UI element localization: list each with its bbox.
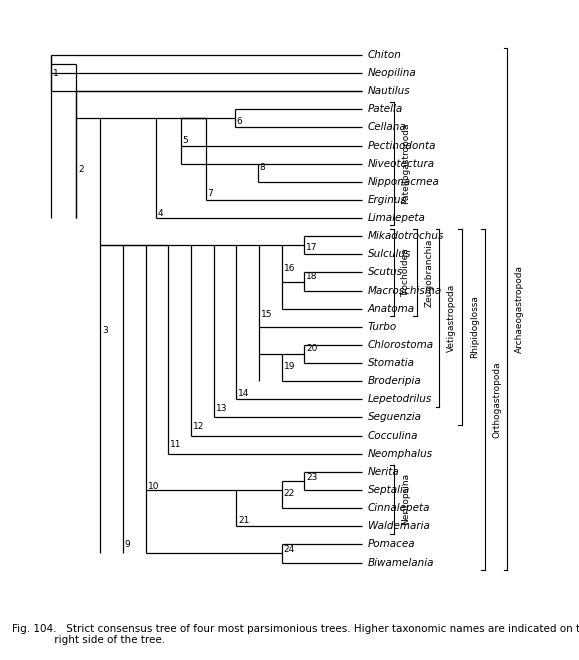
Text: Rhipidoglossa: Rhipidoglossa xyxy=(470,296,479,358)
Text: Trochoidea: Trochoidea xyxy=(402,248,411,297)
Text: Cinnalepeta: Cinnalepeta xyxy=(368,503,430,513)
Text: 14: 14 xyxy=(238,389,250,399)
Text: Chlorostoma: Chlorostoma xyxy=(368,340,434,350)
Text: Neomphalus: Neomphalus xyxy=(368,449,433,459)
Text: Neritopsina: Neritopsina xyxy=(402,473,411,525)
Text: Niveotectura: Niveotectura xyxy=(368,158,435,169)
Text: 15: 15 xyxy=(261,310,272,319)
Text: Orthogastropoda: Orthogastropoda xyxy=(492,361,501,438)
Text: Nipponacmea: Nipponacmea xyxy=(368,177,439,187)
Text: 7: 7 xyxy=(207,189,213,198)
Text: 4: 4 xyxy=(157,209,163,218)
Text: 18: 18 xyxy=(306,271,318,280)
Text: Cellana: Cellana xyxy=(368,122,406,133)
Text: 19: 19 xyxy=(284,362,295,371)
Text: Waldemaria: Waldemaria xyxy=(368,521,430,531)
Text: Anatoma: Anatoma xyxy=(368,304,415,314)
Text: Archaeogastropoda: Archaeogastropoda xyxy=(515,265,524,352)
Text: 17: 17 xyxy=(306,244,318,253)
Text: Patellogastropoda: Patellogastropoda xyxy=(402,123,411,205)
Text: Neopilina: Neopilina xyxy=(368,68,416,78)
Text: Scutus: Scutus xyxy=(368,267,402,277)
Text: 8: 8 xyxy=(259,163,265,172)
Text: 23: 23 xyxy=(306,473,318,482)
Text: 11: 11 xyxy=(170,440,182,449)
Text: 9: 9 xyxy=(125,540,130,549)
Text: 16: 16 xyxy=(284,264,295,273)
Text: 20: 20 xyxy=(306,344,318,353)
Text: Patella: Patella xyxy=(368,104,403,114)
Text: 21: 21 xyxy=(238,516,250,525)
Text: 24: 24 xyxy=(284,545,295,554)
Text: Stomatia: Stomatia xyxy=(368,358,415,368)
Text: Broderipia: Broderipia xyxy=(368,376,422,386)
Text: 2: 2 xyxy=(78,164,84,174)
Text: Biwamelania: Biwamelania xyxy=(368,558,434,568)
Text: 1: 1 xyxy=(53,69,59,77)
Text: Nautilus: Nautilus xyxy=(368,86,410,96)
Text: Limalepeta: Limalepeta xyxy=(368,213,426,223)
Text: 5: 5 xyxy=(182,135,188,145)
Text: Vetigastropoda: Vetigastropoda xyxy=(447,284,456,352)
Text: 10: 10 xyxy=(148,482,159,491)
Text: Macroschisma: Macroschisma xyxy=(368,286,442,296)
Text: 22: 22 xyxy=(284,489,295,498)
Text: Septalia: Septalia xyxy=(368,485,410,495)
Text: 3: 3 xyxy=(102,326,108,335)
Text: Pectinodonta: Pectinodonta xyxy=(368,141,436,150)
Text: Zeugobranchia: Zeugobranchia xyxy=(424,238,433,307)
Text: Turbo: Turbo xyxy=(368,322,397,332)
Text: Cocculina: Cocculina xyxy=(368,430,418,441)
Text: Nerita: Nerita xyxy=(368,467,400,477)
Text: Mikadotrochus: Mikadotrochus xyxy=(368,231,444,241)
Text: 6: 6 xyxy=(237,117,243,125)
Text: Seguenzia: Seguenzia xyxy=(368,412,422,422)
Text: Sulculus: Sulculus xyxy=(368,249,411,259)
Text: 13: 13 xyxy=(215,404,227,413)
Text: Pomacea: Pomacea xyxy=(368,539,415,549)
Text: Erginus: Erginus xyxy=(368,195,406,205)
Text: Chiton: Chiton xyxy=(368,50,401,60)
Text: Fig. 104.   Strict consensus tree of four most parsimonious trees. Higher taxono: Fig. 104. Strict consensus tree of four … xyxy=(12,624,579,645)
Text: 12: 12 xyxy=(193,422,204,431)
Text: Lepetodrilus: Lepetodrilus xyxy=(368,395,432,405)
